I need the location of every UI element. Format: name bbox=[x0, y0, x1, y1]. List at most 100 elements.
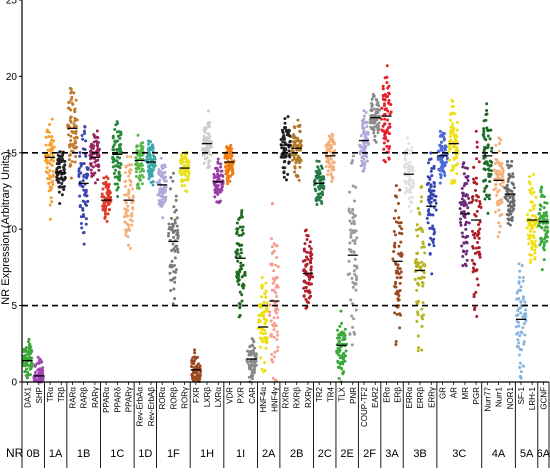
data-point-PGR bbox=[476, 241, 480, 245]
data-point-ERα bbox=[385, 64, 389, 68]
data-point-COUP-TF2 bbox=[362, 114, 366, 118]
x-tick-label-LXRα: LXRα bbox=[214, 387, 223, 408]
data-point-HNF4α bbox=[259, 305, 263, 309]
data-point-ERRγ bbox=[426, 213, 430, 217]
data-point-PPARδ bbox=[111, 136, 115, 140]
data-point-Nurr1 bbox=[497, 208, 501, 212]
data-point-TR2 bbox=[320, 190, 324, 194]
data-point-RORβ bbox=[170, 248, 174, 252]
data-point-Nurr77 bbox=[482, 129, 486, 133]
data-point-GR bbox=[445, 156, 449, 160]
data-point-COUP-TF2 bbox=[361, 122, 365, 126]
data-point-GCNF bbox=[543, 228, 547, 232]
data-point-LRH-1 bbox=[533, 248, 537, 252]
data-point-TR4 bbox=[329, 157, 333, 161]
data-point-SF-1 bbox=[522, 295, 526, 299]
data-point-RXRβ bbox=[291, 133, 295, 137]
data-point-PXR bbox=[240, 211, 244, 215]
data-point-PGR bbox=[477, 250, 481, 254]
data-point-HNF4γ bbox=[275, 330, 279, 334]
data-point-RXRγ bbox=[306, 301, 310, 305]
data-point-LXRα bbox=[213, 195, 217, 199]
data-point-NOR1 bbox=[506, 204, 510, 208]
data-point-AR bbox=[452, 156, 456, 160]
data-point-COUP-TF2 bbox=[367, 142, 371, 146]
data-point-ERα bbox=[387, 84, 391, 88]
data-point-TRα bbox=[48, 161, 52, 165]
data-point-Nurr77 bbox=[488, 174, 492, 178]
x-tick-label-PXR: PXR bbox=[237, 387, 246, 404]
data-point-ERα bbox=[382, 147, 386, 151]
x-tick-label-Rev-ErbAβ: Rev-ErbAβ bbox=[147, 387, 156, 427]
data-point-MR bbox=[459, 223, 463, 227]
data-point-RXRγ bbox=[309, 261, 313, 265]
data-point-Nurr77 bbox=[490, 160, 494, 164]
data-point-PNR bbox=[355, 278, 358, 282]
data-point-DAX1 bbox=[26, 373, 30, 377]
data-point-ERRγ bbox=[430, 167, 434, 171]
data-point-MR bbox=[462, 172, 466, 176]
x-tick-label-ERα: ERα bbox=[382, 387, 391, 403]
data-point-RXRγ bbox=[307, 244, 311, 248]
data-point-COUP-TF2 bbox=[360, 159, 364, 163]
data-point-PGR bbox=[475, 140, 479, 144]
data-point-AR bbox=[453, 134, 457, 138]
data-point-PPARα bbox=[105, 219, 109, 223]
x-tick-label-GCNF: GCNF bbox=[539, 387, 548, 410]
data-point-RARβ bbox=[81, 137, 85, 141]
data-point-FXR bbox=[195, 370, 199, 374]
data-point-HNF4γ bbox=[275, 337, 279, 341]
data-point-TLX bbox=[341, 356, 345, 360]
data-point-RARγ bbox=[91, 165, 95, 169]
data-point-PPARα bbox=[106, 212, 110, 216]
data-point-RXRα bbox=[280, 146, 284, 150]
data-point-RORβ bbox=[171, 171, 175, 175]
data-point-COUP-TF2 bbox=[364, 132, 368, 136]
data-point-MR bbox=[462, 241, 466, 245]
data-point-PPARα bbox=[103, 204, 107, 208]
data-point-AR bbox=[455, 172, 459, 176]
data-point-SHP bbox=[34, 363, 38, 367]
data-point-PNR bbox=[351, 239, 355, 243]
data-point-DAX1 bbox=[25, 376, 29, 380]
x-tick-label-TR4: TR4 bbox=[326, 386, 335, 402]
data-point-RORγ bbox=[186, 174, 190, 178]
data-point-FXR bbox=[196, 373, 200, 377]
data-point-Rev-ErbAβ bbox=[150, 162, 154, 166]
data-point-SF-1 bbox=[519, 330, 523, 334]
data-point-PXR bbox=[242, 283, 246, 287]
data-point-ERβ bbox=[399, 276, 402, 280]
data-point-COUP-TF2 bbox=[360, 164, 364, 168]
data-point-GR bbox=[441, 165, 445, 169]
data-point-VDR bbox=[229, 156, 233, 160]
x-tick-label-ERRα: ERRα bbox=[405, 387, 414, 409]
data-point-Nurr1 bbox=[498, 199, 502, 203]
data-point-HNF4α bbox=[257, 314, 261, 318]
data-point-PPARα bbox=[107, 182, 111, 186]
data-point-RXRγ bbox=[307, 282, 311, 286]
data-point-RARβ bbox=[79, 215, 83, 219]
data-point-RXRβ bbox=[294, 173, 298, 177]
data-point-Rev-ErbAβ bbox=[147, 177, 151, 181]
data-point-HNF4γ bbox=[268, 303, 272, 307]
data-point-LRH-1 bbox=[533, 251, 537, 255]
data-point-GCNF bbox=[541, 221, 545, 225]
data-point-RORα bbox=[157, 171, 161, 175]
data-point-PNR bbox=[353, 272, 357, 276]
data-point-GCNF bbox=[537, 217, 541, 221]
data-point-HNF4γ bbox=[270, 352, 274, 356]
data-point-PPARγ bbox=[123, 171, 127, 175]
data-point-COUP-TF2 bbox=[363, 161, 367, 165]
data-point-ERβ bbox=[397, 216, 401, 220]
data-point-ERα bbox=[379, 117, 383, 121]
data-point-PGR bbox=[477, 236, 481, 240]
data-point-ERβ bbox=[398, 326, 402, 330]
data-point-HNF4α bbox=[265, 339, 269, 343]
data-point-PPARδ bbox=[115, 159, 119, 163]
data-point-RARβ bbox=[82, 215, 86, 219]
data-point-ERα bbox=[383, 122, 387, 126]
data-point-RARγ bbox=[96, 158, 100, 162]
data-point-PXR bbox=[235, 270, 239, 274]
data-point-MR bbox=[463, 201, 467, 204]
data-point-COUP-TF2 bbox=[365, 130, 369, 134]
